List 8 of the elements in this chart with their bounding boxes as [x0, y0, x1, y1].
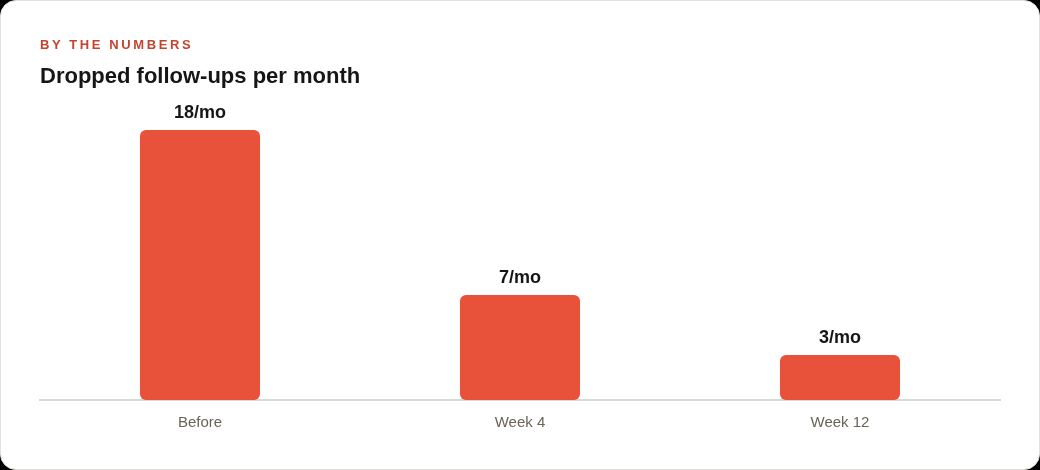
data-label: 18/mo — [173, 102, 227, 122]
data-label: 7/mo — [498, 267, 542, 287]
x-tick-label: Week 12 — [810, 413, 870, 431]
x-tick-label: Before — [177, 413, 223, 431]
chart-title: Dropped follow-ups per month — [40, 63, 361, 89]
data-label: 3/mo — [818, 327, 862, 347]
x-tick-label: Week 4 — [494, 413, 546, 431]
chart-subtitle: BY THE NUMBERS — [40, 37, 194, 52]
